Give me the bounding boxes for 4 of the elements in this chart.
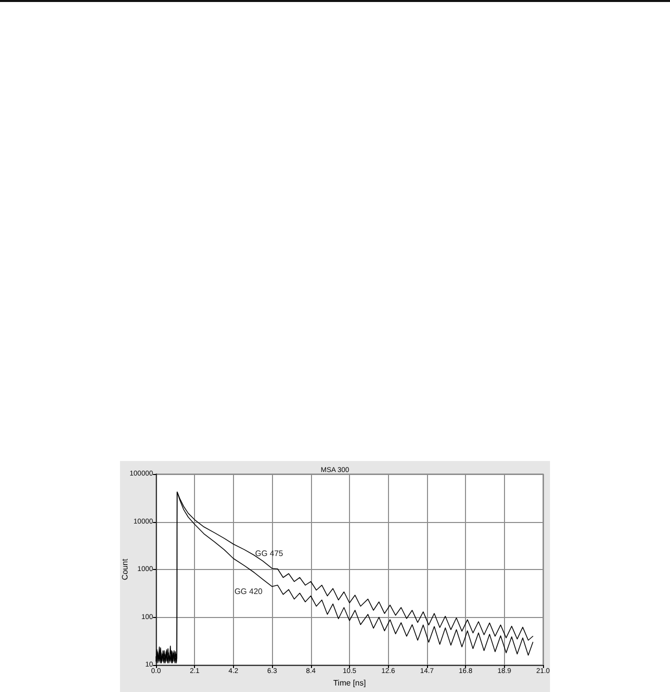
series-label: GG 475 bbox=[255, 548, 284, 558]
y-axis-title: Count bbox=[120, 558, 130, 580]
series-label: GG 420 bbox=[234, 587, 264, 596]
x-axis-title: Time [ns] bbox=[333, 678, 366, 688]
